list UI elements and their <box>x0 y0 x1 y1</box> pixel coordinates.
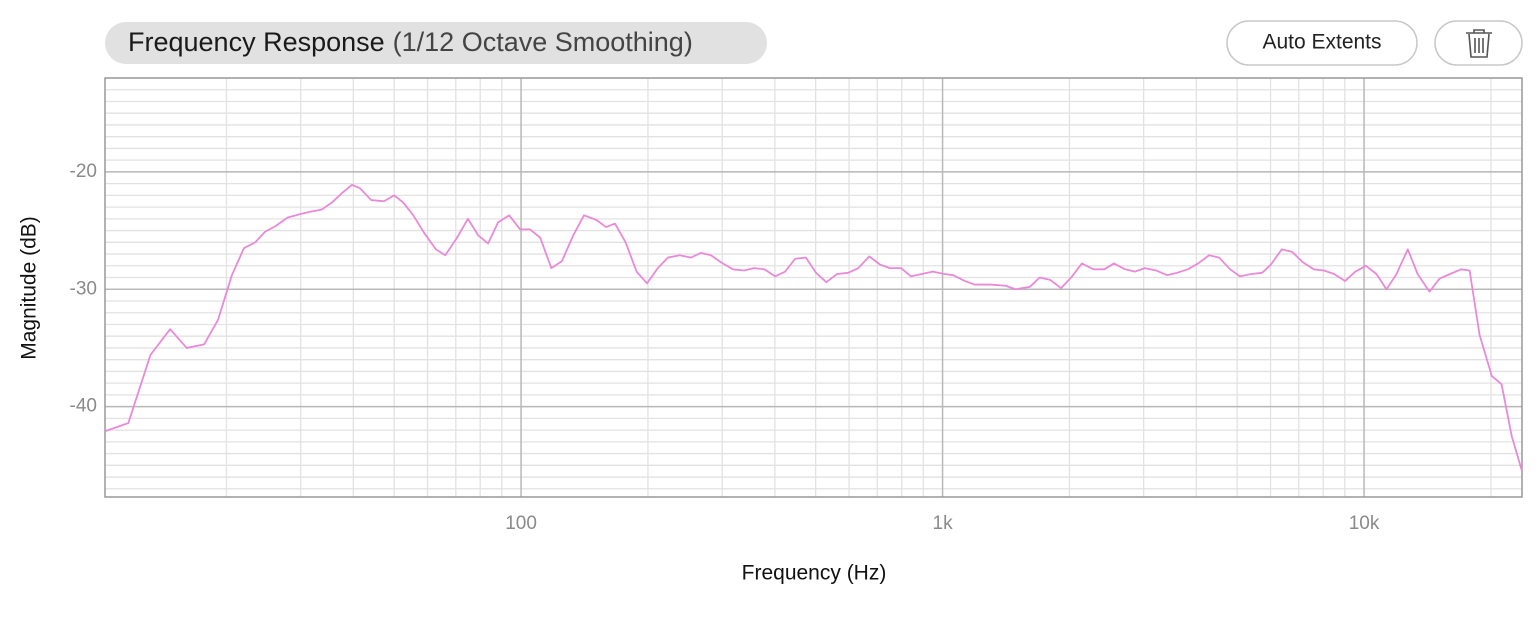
x-tick-label: 1k <box>933 513 954 534</box>
x-axis-label: Frequency (Hz) <box>742 562 887 585</box>
response-line <box>104 183 1523 472</box>
y-tick-label: -30 <box>70 278 97 299</box>
plot-border <box>104 77 1523 498</box>
title-text: Frequency Response (1/12 Octave Smoothing… <box>128 27 693 57</box>
y-axis-label: Magnitude (dB) <box>18 216 41 360</box>
plot-area <box>105 78 1522 497</box>
x-tick-label: 100 <box>505 513 537 534</box>
title-pill <box>105 22 767 64</box>
trash-icon[interactable] <box>1466 29 1492 58</box>
chart-title: Frequency Response <box>128 27 385 57</box>
x-tick-label: 10k <box>1349 513 1380 534</box>
y-tick-label: -20 <box>70 161 97 182</box>
y-tick-label: -40 <box>70 396 97 417</box>
chart-subtitle: (1/12 Octave Smoothing) <box>393 27 693 57</box>
auto-extents-label[interactable]: Auto Extents <box>1262 31 1381 54</box>
auto-extents-button[interactable] <box>1226 20 1418 66</box>
